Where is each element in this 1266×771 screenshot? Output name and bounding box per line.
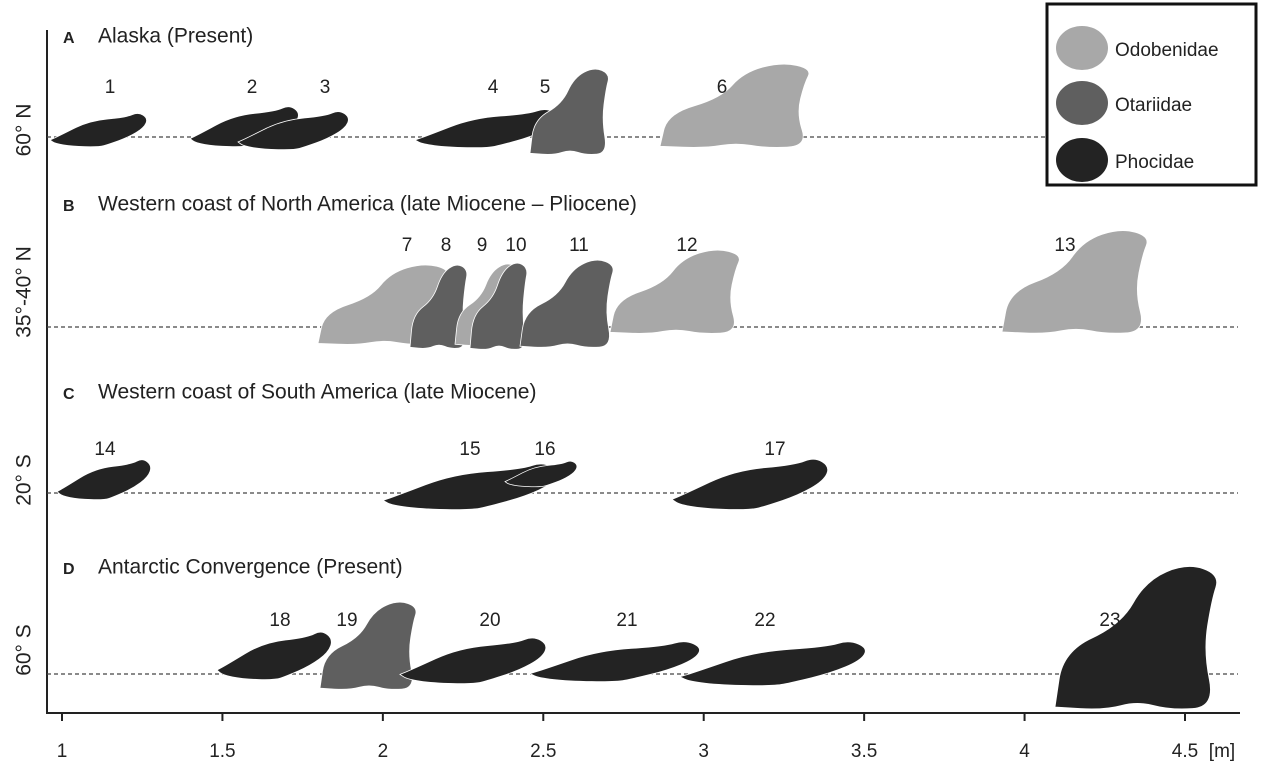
animal-number: 6 <box>717 77 728 98</box>
animal-number: 14 <box>94 439 116 460</box>
silhouette <box>1055 567 1217 709</box>
silhouette <box>50 113 147 146</box>
animal-number: 5 <box>540 77 551 98</box>
silhouette <box>57 460 151 500</box>
silhouette <box>610 250 739 333</box>
legend-label: Otariidae <box>1115 95 1192 116</box>
animal-number: 8 <box>441 235 452 256</box>
silhouette <box>320 602 416 689</box>
panel-letter: A <box>63 30 75 47</box>
animal-number: 10 <box>505 235 526 256</box>
animal-number: 19 <box>336 610 357 631</box>
panel-title: Antarctic Convergence (Present) <box>98 556 403 579</box>
silhouette <box>520 260 613 347</box>
x-tick-label: 3 <box>698 741 709 762</box>
animal-number: 7 <box>402 235 413 256</box>
latitude-label: 60° S <box>13 624 36 676</box>
legend-swatch <box>1056 26 1108 70</box>
latitude-label: 60° N <box>13 104 36 157</box>
animal-number: 18 <box>269 610 290 631</box>
animal-number: 15 <box>459 439 480 460</box>
legend-swatch <box>1056 138 1108 182</box>
x-tick-label: 1 <box>57 741 68 762</box>
panel-letter: D <box>63 561 75 578</box>
animal-number: 1 <box>105 77 116 98</box>
silhouette <box>672 459 828 509</box>
animal-number: 9 <box>477 235 488 256</box>
figure: [m] 1 1.5 2 2.5 3 3.5 4 4.5 Odobenidae Otariidae P… <box>0 0 1266 771</box>
panel-title: Alaska (Present) <box>98 25 253 48</box>
x-tick-label: 3.5 <box>851 741 877 762</box>
legend-swatch <box>1056 81 1108 125</box>
x-tick-label: 4 <box>1019 741 1030 762</box>
axis-unit: [m] <box>1209 741 1235 762</box>
silhouette <box>530 642 700 682</box>
panel-letter: B <box>63 198 75 215</box>
animal-number: 20 <box>479 610 500 631</box>
x-tick-label: 4.5 <box>1172 741 1198 762</box>
animal-number: 12 <box>676 235 697 256</box>
panel-title: Western coast of South America (late Mio… <box>98 381 536 404</box>
silhouette <box>680 642 865 686</box>
panel-letter: C <box>63 386 75 403</box>
silhouette <box>400 638 546 684</box>
animal-number: 4 <box>488 77 499 98</box>
animal-number: 21 <box>616 610 637 631</box>
x-tick-label: 1.5 <box>209 741 235 762</box>
x-tick-label: 2 <box>378 741 389 762</box>
animal-number: 2 <box>247 77 258 98</box>
animal-number: 16 <box>534 439 555 460</box>
legend-label: Phocidae <box>1115 152 1194 173</box>
animal-number: 23 <box>1099 610 1120 631</box>
silhouette <box>660 64 809 147</box>
animal-number: 3 <box>320 77 331 98</box>
animal-number: 11 <box>569 235 589 256</box>
x-tick-label: 2.5 <box>530 741 556 762</box>
panel-title: Western coast of North America (late Mio… <box>98 193 637 216</box>
animal-number: 22 <box>754 610 775 631</box>
silhouette <box>217 632 331 680</box>
latitude-label: 35°-40° N <box>13 246 36 338</box>
animal-number: 13 <box>1054 235 1075 256</box>
legend-label: Odobenidae <box>1115 40 1219 61</box>
latitude-label: 20° S <box>13 454 36 506</box>
animal-number: 17 <box>764 439 785 460</box>
